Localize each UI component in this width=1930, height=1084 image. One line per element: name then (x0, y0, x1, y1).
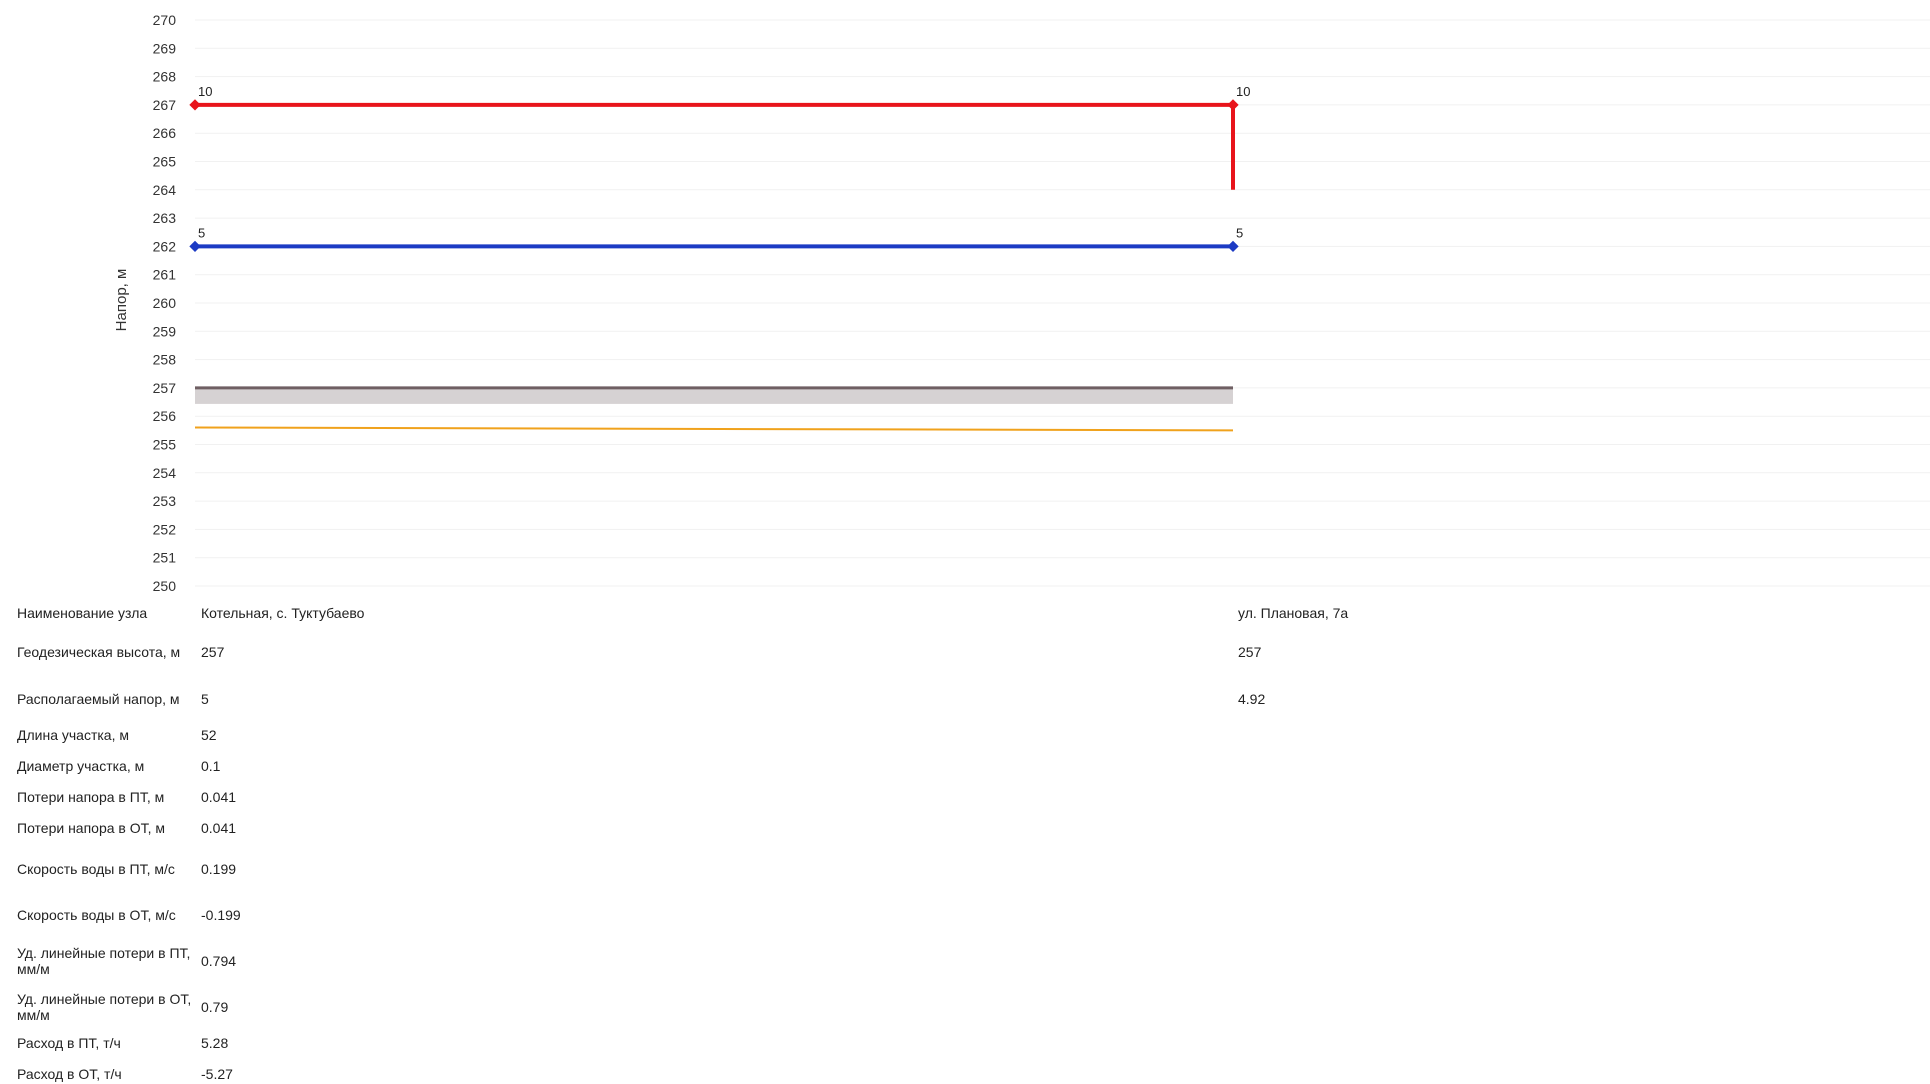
table-row: Геодезическая высота, м 257 257 (0, 632, 1930, 672)
row-value-node-1: -0.199 (201, 907, 241, 923)
y-tick-label: 254 (153, 465, 177, 481)
row-label: Расход в ОТ, т/ч (17, 1066, 122, 1082)
row-value-node-1: 5.28 (201, 1035, 229, 1051)
row-value-node-1: 257 (201, 644, 225, 660)
y-tick-label: 261 (153, 267, 177, 283)
row-label: Геодезическая высота, м (17, 644, 181, 660)
y-tick-label: 266 (153, 125, 177, 141)
y-tick-label: 263 (153, 210, 177, 226)
row-value-node-2: ул. Плановая, 7а (1238, 605, 1349, 621)
row-value-node-1: -5.27 (201, 1066, 233, 1082)
table-row: Длина участка, м 52 (0, 725, 1930, 745)
table-row: Располагаемый напор, м 5 4.92 (0, 679, 1930, 719)
row-label: Расход в ПТ, т/ч (17, 1035, 121, 1051)
y-tick-label: 264 (153, 182, 177, 198)
table-row: Скорость воды в ОТ, м/с -0.199 (0, 895, 1930, 935)
head-profile-chart: 10 10 5 5 250 251 252 253 254 255 256 257 258 259 260… (113, 12, 1930, 594)
row-label: Скорость воды в ПТ, м/с (17, 861, 175, 877)
table-row: Уд. линейные потери в ПТ, мм/м 0.794 (0, 941, 1930, 981)
table-row: Скорость воды в ПТ, м/с 0.199 (0, 849, 1930, 889)
row-value-node-1: 5 (201, 691, 209, 707)
row-label: Уд. линейные потери в ОТ, мм/м (17, 991, 192, 1023)
table-row: Наименование узла Котельная, с. Туктубае… (0, 603, 1930, 623)
y-tick-label: 262 (153, 238, 177, 254)
series-return-point (1227, 240, 1239, 253)
row-label: Потери напора в ОТ, м (17, 820, 166, 836)
series-layer: 10 10 5 5 (189, 84, 1250, 432)
y-ticks: 250 251 252 253 254 255 256 257 258 259 260 261 262 2… (153, 12, 177, 594)
row-label: Диаметр участка, м (17, 758, 145, 774)
row-value-node-1: 0.041 (201, 789, 237, 805)
row-value-node-1: 0.79 (201, 999, 229, 1015)
row-label: Скорость воды в ОТ, м/с (17, 907, 176, 923)
y-tick-label: 269 (153, 40, 177, 56)
table-row: Потери напора в ПТ, м 0.041 (0, 787, 1930, 807)
row-value-node-1: 0.1 (201, 758, 221, 774)
series-supply-point (189, 99, 201, 111)
series-supply-point-label: 10 (1236, 84, 1250, 99)
y-tick-label: 270 (153, 12, 177, 28)
series-supply-point-label: 10 (198, 84, 212, 99)
series-return-point (189, 240, 201, 253)
row-label: Потери напора в ПТ, м (17, 789, 165, 805)
y-tick-label: 260 (153, 295, 177, 311)
row-value-node-1: 0.041 (201, 820, 237, 836)
table-row: Расход в ОТ, т/ч -5.27 (0, 1064, 1930, 1084)
row-value-node-2: 4.92 (1238, 691, 1266, 707)
row-value-node-1: 0.794 (201, 953, 237, 969)
y-tick-label: 252 (153, 521, 177, 537)
y-tick-label: 256 (153, 408, 177, 424)
y-tick-label: 253 (153, 493, 177, 509)
y-tick-label: 257 (153, 380, 177, 396)
table-row: Уд. линейные потери в ОТ, мм/м 0.79 (0, 987, 1930, 1027)
row-label: Уд. линейные потери в ПТ, мм/м (17, 945, 191, 977)
row-value-node-1: 52 (201, 727, 217, 743)
row-label: Длина участка, м (17, 727, 129, 743)
table-row: Потери напора в ОТ, м 0.041 (0, 818, 1930, 838)
y-tick-label: 268 (153, 69, 177, 85)
ground-fill-layer (195, 387, 1233, 404)
row-value-node-1: Котельная, с. Туктубаево (201, 605, 365, 621)
series-return-point-label: 5 (198, 225, 205, 240)
y-axis-label: Напор, м (113, 269, 130, 332)
table-row: Диаметр участка, м 0.1 (0, 756, 1930, 776)
y-tick-label: 265 (153, 154, 177, 170)
y-tick-label: 251 (153, 550, 177, 566)
series-supply-point (1227, 99, 1239, 111)
row-label: Наименование узла (17, 605, 148, 621)
y-tick-label: 250 (153, 578, 177, 594)
series-orange-line (194, 426, 1234, 432)
row-label: Располагаемый напор, м (17, 691, 180, 707)
y-tick-label: 255 (153, 437, 177, 453)
series-return-point-label: 5 (1236, 225, 1243, 240)
row-value-node-1: 0.199 (201, 861, 237, 877)
row-value-node-2: 257 (1238, 644, 1262, 660)
y-tick-label: 267 (153, 97, 177, 113)
table-row: Расход в ПТ, т/ч 5.28 (0, 1033, 1930, 1053)
ground-fill (195, 387, 1233, 404)
y-tick-label: 259 (153, 323, 177, 339)
y-tick-label: 258 (153, 352, 177, 368)
